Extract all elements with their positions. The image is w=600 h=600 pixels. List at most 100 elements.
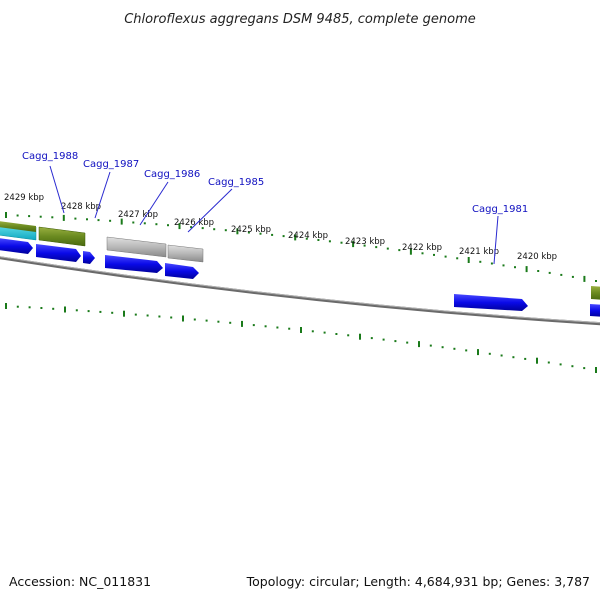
outer-minor-tick <box>305 237 308 240</box>
inner-minor-tick <box>134 313 137 316</box>
inner-minor-tick <box>146 314 149 317</box>
leader-cagg-1988 <box>49 165 65 214</box>
outer-minor-tick <box>155 223 158 226</box>
outer-minor-tick <box>28 215 31 218</box>
inner-major-tick <box>418 341 420 348</box>
outer-minor-tick <box>490 262 493 265</box>
inner-major-tick <box>536 357 538 364</box>
outer-minor-tick <box>386 247 389 250</box>
inner-major-tick <box>241 320 243 327</box>
inner-minor-tick <box>559 363 562 366</box>
outer-minor-tick <box>548 271 551 274</box>
inner-major-tick <box>64 306 66 313</box>
outer-minor-tick <box>247 231 250 234</box>
outer-minor-tick <box>167 224 169 227</box>
outer-major-tick <box>178 223 181 230</box>
inner-minor-tick <box>75 309 78 312</box>
gene-label-cagg-1986[interactable]: Cagg_1986 <box>144 169 200 180</box>
gene-feature-olive-left[interactable] <box>0 221 36 232</box>
outer-minor-tick <box>224 229 227 232</box>
gene-arrow-1[interactable] <box>0 238 33 254</box>
inner-minor-tick <box>264 325 267 328</box>
inner-major-tick <box>477 349 479 356</box>
inner-minor-tick <box>441 346 444 349</box>
genome-backbone-highlight <box>0 256 600 324</box>
inner-minor-tick <box>52 307 55 310</box>
inner-minor-tick <box>335 333 338 335</box>
inner-minor-tick <box>87 310 90 313</box>
inner-minor-tick <box>323 331 326 334</box>
kbp-label-2429: 2429 kbp <box>4 193 44 203</box>
gene-label-cagg-1988[interactable]: Cagg_1988 <box>22 151 78 162</box>
feature-track-lower <box>0 238 600 317</box>
inner-minor-tick <box>512 356 515 359</box>
leader-cagg-1985 <box>187 188 233 233</box>
gene-feature-olive-far-right[interactable] <box>591 286 600 300</box>
outer-major-tick <box>409 248 412 255</box>
gene-arrow-5[interactable] <box>165 263 199 279</box>
outer-minor-tick <box>363 244 366 247</box>
outer-minor-tick <box>16 214 19 217</box>
inner-minor-tick <box>382 338 385 341</box>
inner-major-tick <box>300 327 302 333</box>
outer-minor-tick <box>282 235 285 238</box>
outer-minor-tick <box>143 222 146 225</box>
outer-minor-tick <box>421 252 424 255</box>
kbp-label-2423: 2423 kbp <box>345 237 385 247</box>
inner-minor-tick <box>193 318 196 321</box>
outer-minor-tick <box>560 273 563 276</box>
outer-minor-tick <box>97 219 100 222</box>
outer-minor-tick <box>201 227 204 230</box>
outer-minor-tick <box>479 260 482 263</box>
leader-cagg-1986 <box>139 181 169 226</box>
outer-minor-tick <box>109 219 112 222</box>
kbp-scale-labels: 2429 kbp 2428 kbp 2427 kbp 2426 kbp 2425… <box>4 193 557 262</box>
inner-minor-tick <box>288 327 291 330</box>
gene-label-cagg-1981[interactable]: Cagg_1981 <box>472 204 528 215</box>
inner-minor-tick <box>500 354 503 357</box>
gene-arrow-2[interactable] <box>36 244 81 262</box>
outer-minor-tick <box>502 264 505 267</box>
gene-feature-olive[interactable] <box>38 226 86 247</box>
inner-minor-tick <box>429 344 432 347</box>
inner-minor-tick <box>394 340 397 343</box>
gene-arrow-cagg-1981[interactable] <box>454 294 528 311</box>
inner-major-tick <box>5 303 7 309</box>
gene-arrow-far-right[interactable] <box>590 304 600 317</box>
gene-label-cagg-1987[interactable]: Cagg_1987 <box>83 159 139 170</box>
gene-label-cagg-1985[interactable]: Cagg_1985 <box>208 177 264 188</box>
kbp-label-2424: 2424 kbp <box>288 231 328 241</box>
leader-cagg-1981 <box>493 215 499 265</box>
inner-minor-tick <box>453 347 456 350</box>
outer-minor-tick <box>86 218 88 221</box>
outer-minor-tick <box>444 255 447 258</box>
outer-major-tick <box>583 275 586 282</box>
outer-minor-tick <box>39 215 42 218</box>
outer-tick-ring <box>5 212 597 282</box>
outer-minor-tick <box>190 226 193 229</box>
gene-label-leaders <box>49 165 499 265</box>
gene-feature-gray-left[interactable] <box>106 236 167 258</box>
outer-minor-tick <box>259 232 262 235</box>
outer-major-tick <box>467 257 470 263</box>
feature-track-upper <box>0 221 600 300</box>
gene-arrow-3[interactable] <box>83 251 95 264</box>
gene-feature-gray-right[interactable] <box>167 244 204 263</box>
inner-minor-tick <box>170 316 173 319</box>
outer-major-tick <box>62 214 65 221</box>
inner-major-tick <box>359 333 361 340</box>
outer-major-tick <box>294 234 297 241</box>
kbp-label-2426: 2426 kbp <box>174 218 214 228</box>
inner-minor-tick <box>406 341 409 344</box>
inner-minor-tick <box>252 324 255 327</box>
leader-cagg-1987 <box>94 171 111 219</box>
gene-arrow-4[interactable] <box>105 255 163 273</box>
inner-major-tick <box>123 310 125 317</box>
kbp-label-2425: 2425 kbp <box>231 225 271 235</box>
inner-minor-tick <box>16 305 19 308</box>
inner-minor-tick <box>99 310 102 313</box>
outer-major-tick <box>5 212 7 218</box>
outer-minor-tick <box>340 241 343 244</box>
